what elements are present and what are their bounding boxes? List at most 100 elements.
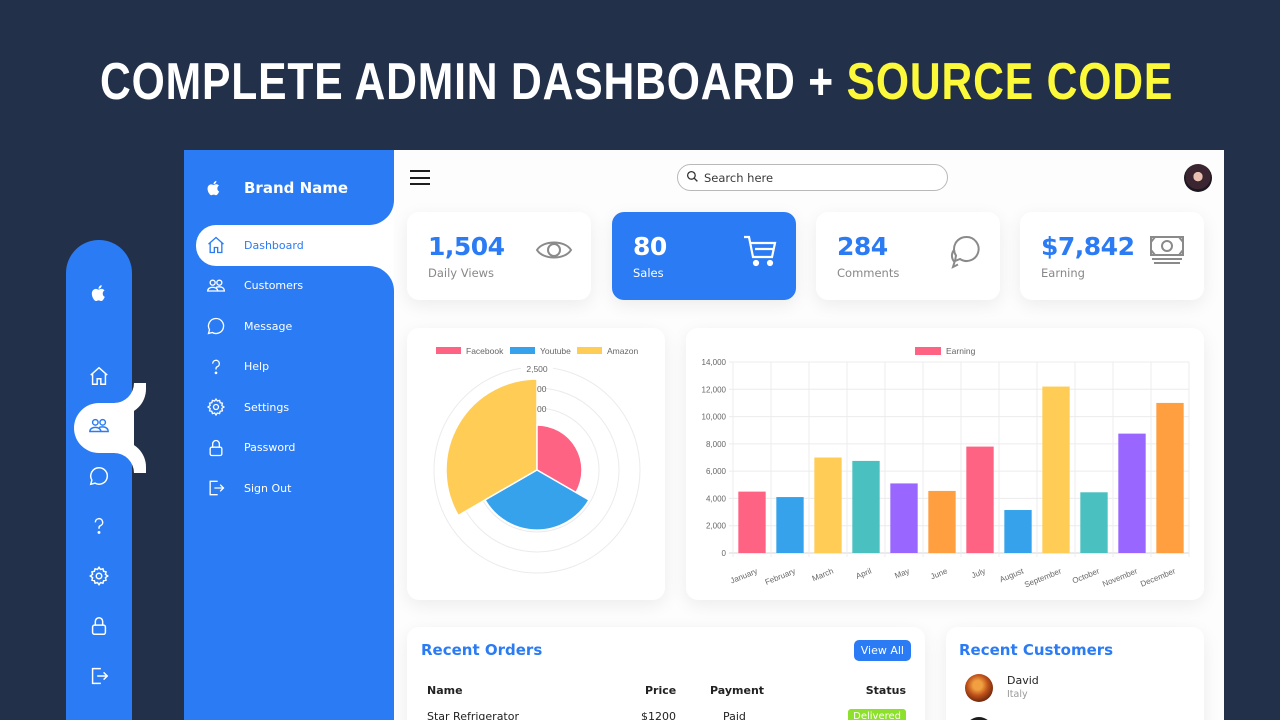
help-icon xyxy=(196,357,236,377)
x-axis-ticks: January February March April May June July Augu… xyxy=(729,566,1177,589)
svg-text:2,000: 2,000 xyxy=(706,522,727,531)
polar-segment-amazon[interactable] xyxy=(445,378,538,517)
home-icon[interactable] xyxy=(87,364,111,388)
sidebar-item-label: Message xyxy=(244,319,293,333)
main-content: 1,504 Daily Views 80 Sales 284 Comments … xyxy=(394,150,1224,720)
chart-legend[interactable]: Facebook Youtube Amazon xyxy=(436,346,638,356)
brand-name: Brand Name xyxy=(244,178,349,197)
menu-toggle-button[interactable] xyxy=(410,170,430,185)
svg-text:February: February xyxy=(764,567,797,587)
sidebar-item-customers[interactable]: Customers xyxy=(196,266,394,307)
sidebar-item-password[interactable]: Password xyxy=(196,428,394,469)
chart-grid xyxy=(729,361,1190,557)
chart-legend[interactable]: Earning xyxy=(915,346,976,356)
stat-value: 80 xyxy=(633,232,667,261)
svg-text:14,000: 14,000 xyxy=(702,358,727,367)
column-header-status[interactable]: Status xyxy=(865,684,906,697)
stat-card-daily-views[interactable]: 1,504 Daily Views xyxy=(407,212,591,300)
radial-tick-labels: 2,500 00 00 xyxy=(521,364,553,414)
stat-label: Comments xyxy=(837,266,900,280)
stat-card-sales[interactable]: 80 Sales xyxy=(612,212,796,300)
stat-card-earning[interactable]: $7,842 Earning xyxy=(1020,212,1204,300)
bar-december[interactable] xyxy=(1156,402,1184,553)
svg-text:00: 00 xyxy=(537,384,547,394)
customer-country: Italy xyxy=(1007,689,1028,700)
sign-out-icon xyxy=(196,478,236,498)
search-input[interactable] xyxy=(704,170,924,185)
sidebar-item-label: Customers xyxy=(244,279,304,293)
polar-segment-youtube[interactable] xyxy=(483,469,591,531)
svg-text:0: 0 xyxy=(722,549,727,558)
polar-segment-facebook[interactable] xyxy=(536,424,583,494)
svg-text:6,000: 6,000 xyxy=(706,467,727,476)
y-axis-ticks: 0 2,000 4,000 6,000 8,000 10,000 12,000 14,000 xyxy=(702,358,727,558)
settings-icon[interactable] xyxy=(87,564,111,588)
column-header-payment[interactable]: Payment xyxy=(710,684,765,697)
brand[interactable]: Brand Name xyxy=(184,150,394,225)
svg-text:November: November xyxy=(1101,566,1139,588)
stat-label: Daily Views xyxy=(428,266,495,280)
sidebar-item-message[interactable]: Message xyxy=(196,306,394,347)
bar-april[interactable] xyxy=(852,460,880,553)
svg-text:March: March xyxy=(811,567,835,584)
svg-text:12,000: 12,000 xyxy=(702,385,727,394)
view-all-button[interactable]: View All xyxy=(853,640,911,661)
recent-orders-card: Recent Orders View All Name Price Paymen… xyxy=(407,627,925,720)
status-badge: Delivered xyxy=(848,709,906,720)
cash-icon xyxy=(1148,234,1186,270)
stat-label: Sales xyxy=(633,266,664,280)
stat-card-comments[interactable]: 284 Comments xyxy=(816,212,1000,300)
topbar xyxy=(394,150,1224,206)
mini-active-indicator xyxy=(74,403,134,453)
sidebar-item-label: Settings xyxy=(244,400,290,414)
svg-text:September: September xyxy=(1023,566,1063,589)
svg-text:October: October xyxy=(1071,566,1101,585)
order-name: Star Refrigerator xyxy=(427,710,520,720)
sidebar-item-settings[interactable]: Settings xyxy=(196,387,394,428)
stat-value: $7,842 xyxy=(1041,232,1135,261)
svg-text:April: April xyxy=(855,566,873,580)
sidebar-item-sign-out[interactable]: Sign Out xyxy=(196,468,394,509)
recent-customers-card: Recent Customers David Italy xyxy=(946,627,1204,720)
customers-icon[interactable] xyxy=(87,414,111,438)
column-header-price[interactable]: Price xyxy=(645,684,677,697)
customer-avatar xyxy=(965,717,993,720)
help-icon[interactable] xyxy=(87,514,111,538)
search-box[interactable] xyxy=(677,164,948,191)
apple-logo-icon xyxy=(87,281,111,305)
earning-bar-chart: Earning 0 2,000 4,000 6,000 8,000 10,000 12,00… xyxy=(702,346,1190,590)
sidebar-item-dashboard[interactable]: Dashboard xyxy=(196,225,394,266)
svg-text:10,000: 10,000 xyxy=(702,413,727,422)
customers-icon xyxy=(196,276,236,296)
bar-june[interactable] xyxy=(928,490,956,553)
message-icon[interactable] xyxy=(87,464,111,488)
polar-chart-card: Facebook Youtube Amazon xyxy=(407,328,665,600)
bar-january[interactable] xyxy=(738,491,766,553)
bar-march[interactable] xyxy=(814,457,842,554)
apple-logo-icon xyxy=(184,178,244,198)
bar-july[interactable] xyxy=(966,446,994,553)
message-icon xyxy=(196,316,236,336)
sidebar-item-label: Sign Out xyxy=(244,481,292,495)
sidebar-item-help[interactable]: Help xyxy=(196,347,394,388)
column-header-name[interactable]: Name xyxy=(427,684,463,697)
bar-october[interactable] xyxy=(1080,492,1108,553)
bar-february[interactable] xyxy=(776,497,804,553)
recent-orders-title: Recent Orders xyxy=(421,641,543,659)
sign-out-icon[interactable] xyxy=(87,664,111,688)
bar-chart-card: Earning 0 2,000 4,000 6,000 8,000 10,000 12,00… xyxy=(686,328,1204,600)
user-avatar[interactable] xyxy=(1184,164,1212,192)
dashboard-app: Brand Name Dashboard Customers Message H… xyxy=(184,150,1224,720)
headline-accent: SOURCE CODE xyxy=(846,53,1174,111)
bar-november[interactable] xyxy=(1118,433,1146,553)
eye-icon xyxy=(535,234,573,270)
bar-august[interactable] xyxy=(1004,510,1032,553)
svg-text:January: January xyxy=(729,567,759,586)
svg-text:Amazon: Amazon xyxy=(607,346,638,356)
bar-september[interactable] xyxy=(1042,386,1070,553)
lock-icon[interactable] xyxy=(87,614,111,638)
lock-icon xyxy=(196,438,236,458)
svg-text:December: December xyxy=(1139,566,1177,588)
recent-customers-title: Recent Customers xyxy=(959,641,1114,659)
bar-may[interactable] xyxy=(890,483,918,553)
